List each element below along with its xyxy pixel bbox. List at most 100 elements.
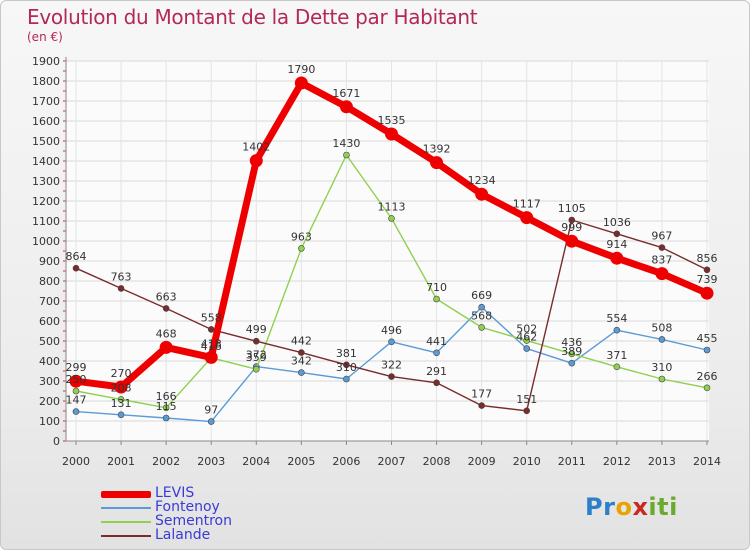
legend-swatch-levis — [101, 491, 151, 498]
data-label-sementron: 416 — [201, 340, 222, 353]
x-tick-label: 2013 — [648, 455, 676, 468]
data-point-sementron — [568, 350, 576, 358]
proxiti-logo: Proxiti — [585, 493, 678, 521]
data-label-levis: 914 — [606, 238, 627, 251]
legend-swatch-sementron — [101, 521, 151, 523]
data-point-fontenoy — [703, 346, 711, 354]
data-point-levis — [294, 76, 308, 90]
data-point-sementron — [252, 365, 260, 373]
data-label-fontenoy: 554 — [606, 312, 627, 325]
data-label-lalande: 558 — [201, 311, 222, 324]
data-point-levis — [159, 340, 173, 354]
data-point-fontenoy — [478, 303, 485, 311]
data-point-lalande — [703, 266, 711, 274]
data-point-levis — [520, 211, 534, 225]
data-point-levis — [700, 286, 714, 300]
data-label-lalande: 291 — [426, 365, 447, 378]
y-tick-label: 1500 — [32, 135, 60, 148]
data-point-lalande — [433, 379, 440, 387]
logo-letter: i — [669, 493, 678, 521]
data-label-levis: 739 — [697, 273, 718, 286]
y-tick-label: 1600 — [32, 115, 60, 128]
logo-letter: x — [632, 493, 649, 521]
y-tick-label: 1400 — [32, 155, 60, 168]
logo-letter: t — [657, 493, 670, 521]
chart-title: Evolution du Montant de la Dette par Hab… — [27, 5, 478, 29]
data-point-fontenoy — [343, 375, 350, 383]
data-label-sementron: 266 — [697, 370, 718, 383]
data-point-fontenoy — [207, 418, 215, 425]
data-point-lalande — [72, 264, 80, 272]
data-point-levis — [339, 100, 353, 114]
data-label-fontenoy: 496 — [381, 324, 402, 337]
data-label-lalande: 856 — [697, 252, 718, 265]
data-point-sementron — [523, 337, 531, 344]
data-label-sementron: 710 — [426, 281, 447, 294]
logo-letter: i — [648, 493, 658, 521]
data-point-levis — [610, 251, 624, 265]
data-label-levis: 1671 — [332, 87, 360, 100]
data-point-fontenoy — [568, 359, 576, 367]
data-point-lalande — [568, 216, 576, 224]
data-label-sementron: 568 — [471, 309, 492, 322]
data-point-levis — [655, 267, 669, 281]
data-point-sementron — [298, 245, 305, 252]
data-label-levis: 299 — [66, 361, 87, 374]
data-label-levis: 1790 — [287, 63, 315, 76]
data-label-sementron: 1113 — [378, 200, 406, 213]
data-label-sementron: 310 — [651, 361, 672, 374]
data-label-fontenoy: 310 — [336, 361, 357, 374]
data-label-levis: 1535 — [378, 114, 406, 127]
data-point-levis — [475, 187, 489, 201]
data-point-lalande — [388, 373, 395, 380]
legend-swatch-lalande — [101, 535, 151, 537]
data-point-sementron — [162, 404, 170, 412]
data-label-levis: 999 — [561, 221, 582, 234]
legend-label-sementron: Sementron — [155, 513, 232, 529]
data-label-sementron: 436 — [561, 336, 582, 349]
y-tick-label: 1300 — [32, 175, 60, 188]
data-label-fontenoy: 441 — [426, 335, 447, 348]
logo-letter: P — [585, 493, 604, 521]
legend-label-lalande: Lalande — [155, 527, 211, 543]
x-tick-label: 2008 — [423, 455, 451, 468]
data-label-sementron: 166 — [156, 390, 177, 403]
x-tick-label: 2007 — [378, 455, 406, 468]
data-label-sementron: 502 — [516, 323, 537, 336]
data-label-fontenoy: 115 — [156, 400, 177, 413]
x-tick-label: 2002 — [152, 455, 180, 468]
x-tick-label: 2005 — [287, 455, 315, 468]
data-label-levis: 1117 — [513, 198, 541, 211]
data-point-sementron — [478, 324, 485, 331]
y-tick-label: 300 — [39, 375, 60, 388]
data-point-fontenoy — [433, 349, 440, 357]
x-tick-label: 2001 — [107, 455, 135, 468]
data-point-lalande — [162, 305, 170, 312]
data-label-lalande: 177 — [471, 388, 492, 401]
data-label-fontenoy: 389 — [561, 345, 582, 358]
data-label-sementron: 371 — [606, 349, 627, 362]
y-tick-label: 1000 — [32, 235, 60, 248]
data-point-lalande — [523, 407, 531, 415]
data-point-fontenoy — [72, 408, 80, 415]
x-tick-label: 2012 — [603, 455, 631, 468]
y-tick-label: 800 — [39, 275, 60, 288]
y-tick-label: 1200 — [32, 195, 60, 208]
logo-letter: o — [615, 493, 633, 521]
data-point-levis — [565, 234, 579, 248]
y-tick-label: 1900 — [32, 55, 60, 68]
data-point-lalande — [207, 326, 215, 333]
y-tick-label: 600 — [39, 315, 60, 328]
x-tick-label: 2014 — [693, 455, 721, 468]
x-tick-label: 2011 — [558, 455, 586, 468]
data-label-fontenoy: 131 — [111, 397, 132, 410]
x-tick-label: 2006 — [332, 455, 360, 468]
data-point-fontenoy — [117, 411, 125, 419]
data-point-levis — [430, 156, 444, 170]
logo-letter: r — [603, 493, 616, 521]
y-tick-label: 700 — [39, 295, 60, 308]
data-label-fontenoy: 462 — [516, 331, 537, 344]
data-label-lalande: 442 — [291, 335, 312, 348]
data-label-lalande: 763 — [111, 270, 132, 283]
